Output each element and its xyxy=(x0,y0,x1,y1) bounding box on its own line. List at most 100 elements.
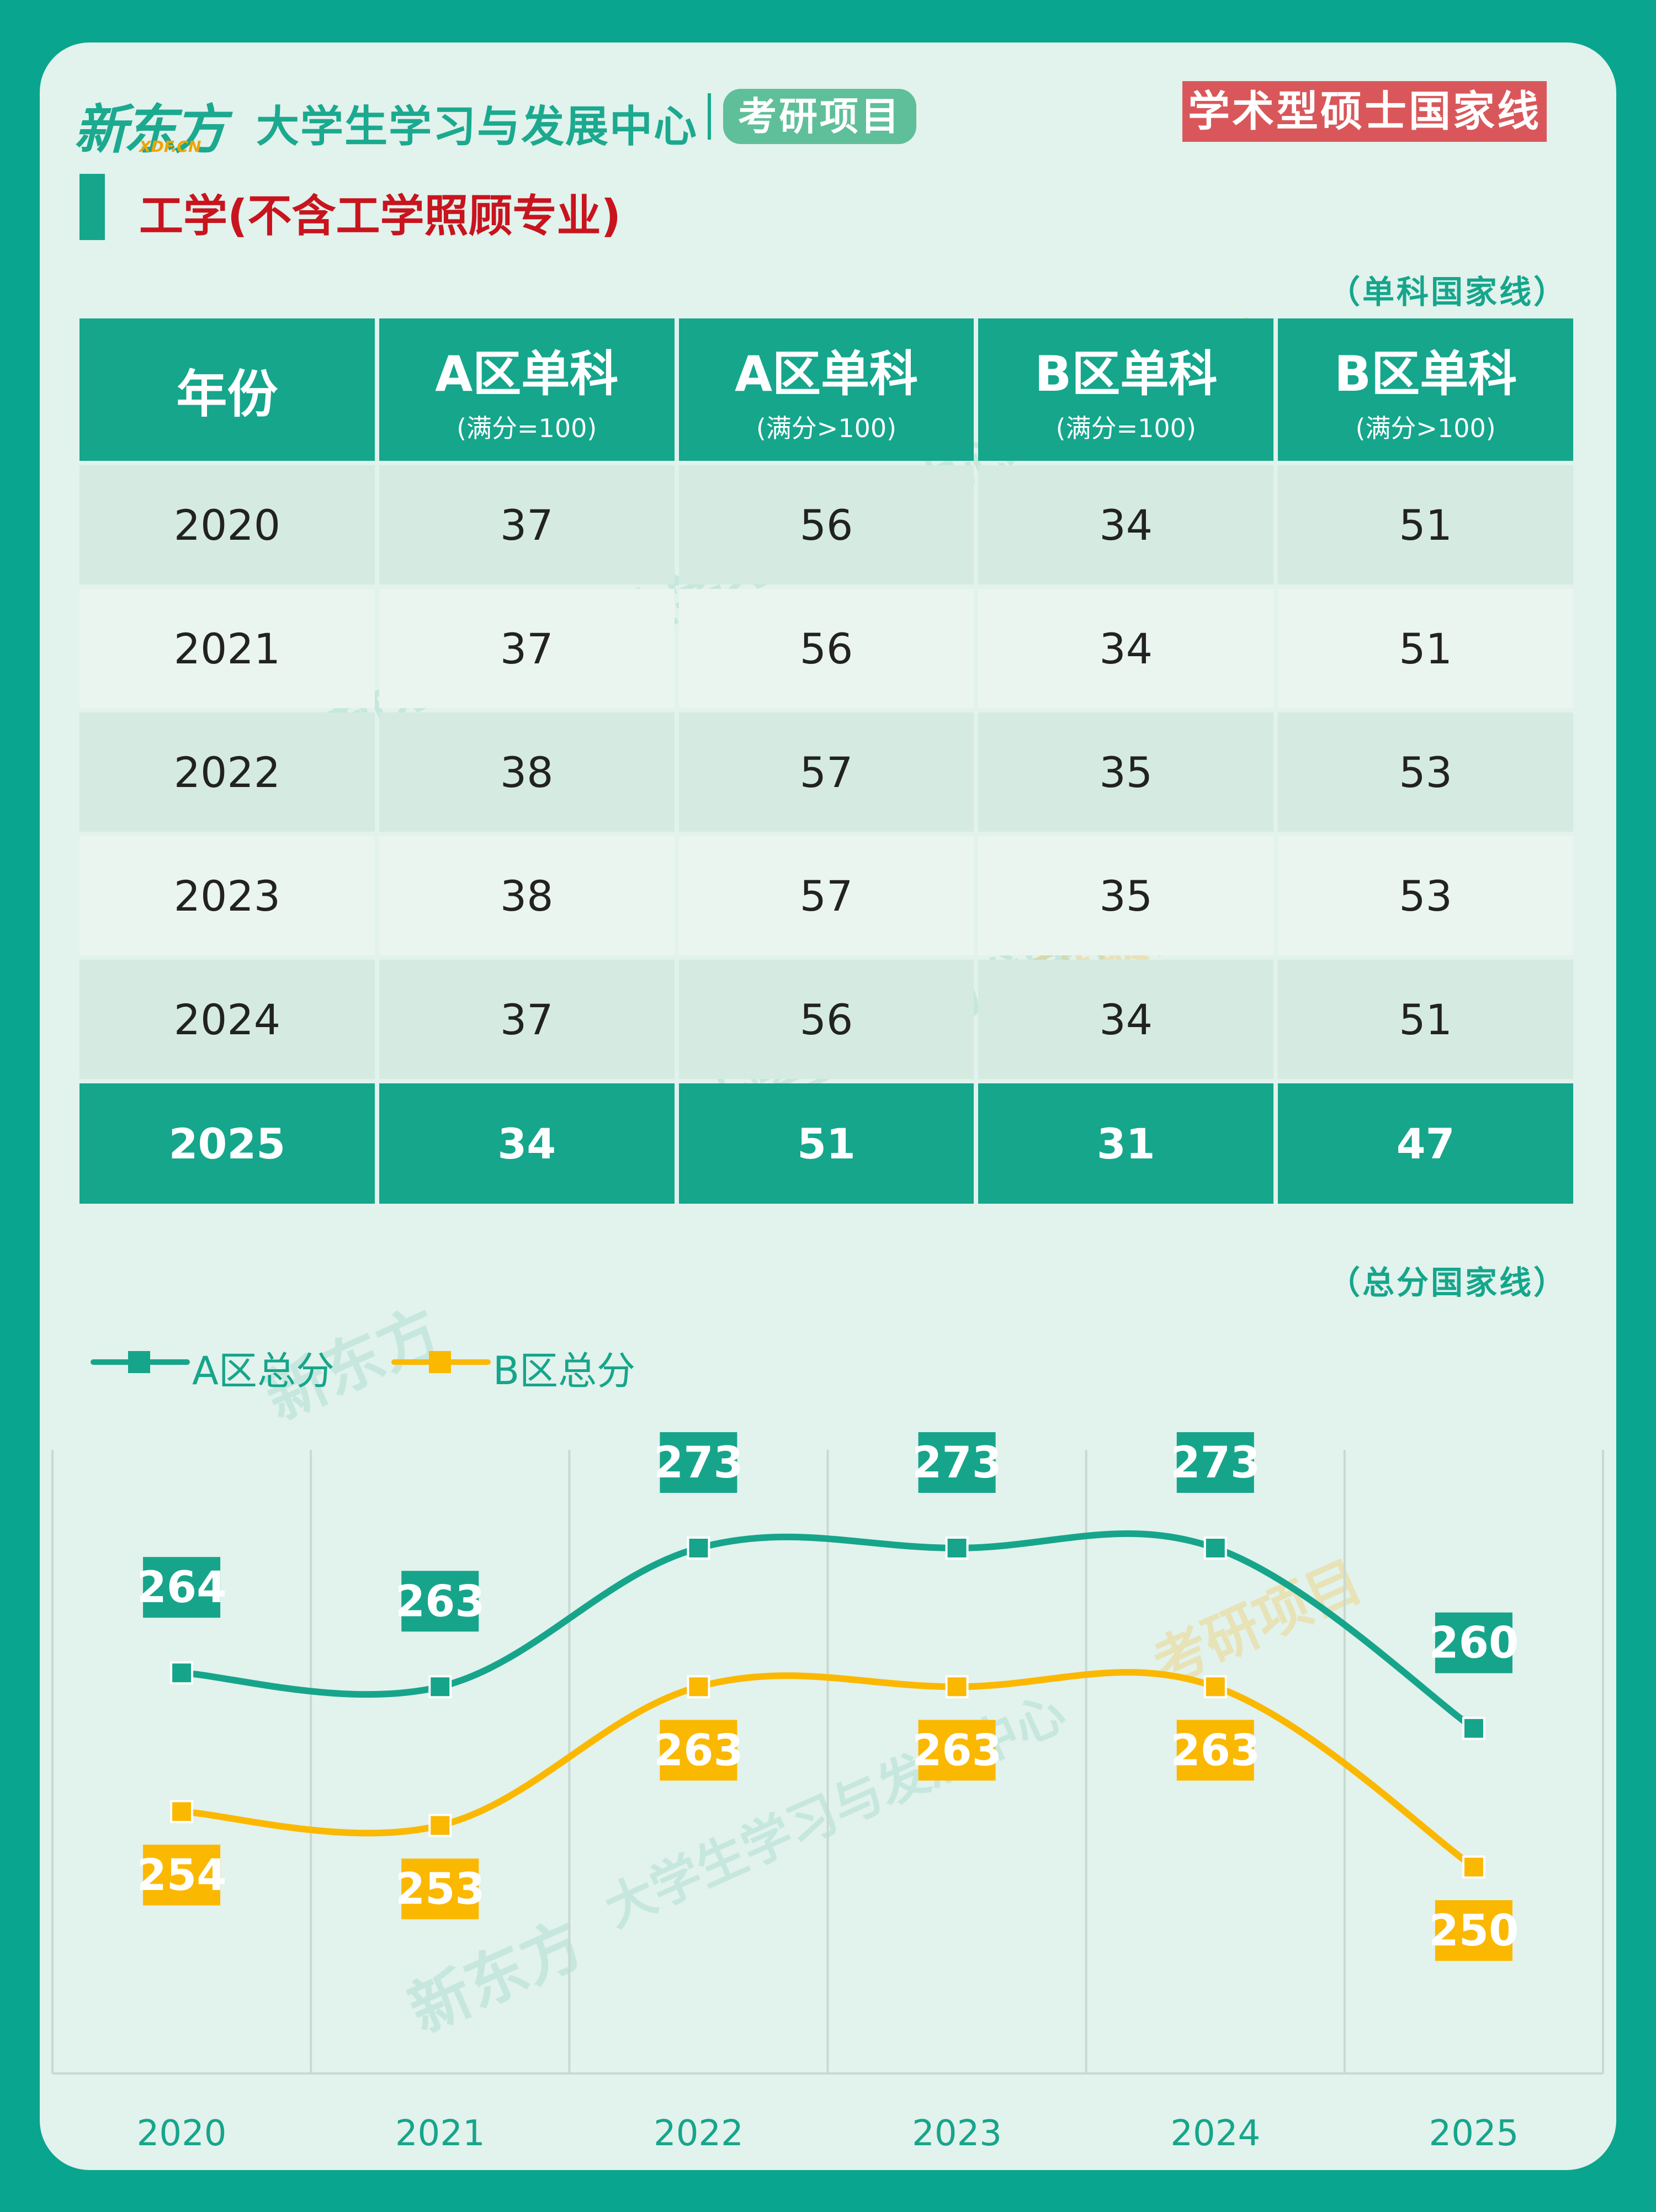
data-label: 250 xyxy=(1429,1906,1519,1956)
table-row-highlight: 2025 34 51 31 47 xyxy=(79,1083,1573,1204)
table-cell: 56 xyxy=(678,960,974,1079)
table-cell: 37 xyxy=(379,960,675,1079)
data-label-box xyxy=(918,1720,996,1781)
data-label: 263 xyxy=(912,1726,1002,1775)
data-point xyxy=(428,1814,452,1837)
table-header-cell: 年份 xyxy=(79,318,375,461)
data-label-box xyxy=(401,1858,479,1919)
table-cell: 34 xyxy=(978,589,1274,708)
table-cell: 37 xyxy=(379,589,675,708)
table-cell: 2022 xyxy=(79,712,375,832)
data-label: 260 xyxy=(1429,1619,1519,1668)
table-cell: 34 xyxy=(379,1083,675,1204)
header-main: 年份 xyxy=(176,364,278,424)
data-point xyxy=(945,1675,969,1699)
header-main: B区单科 xyxy=(1034,345,1218,402)
data-label-box xyxy=(660,1432,737,1493)
data-label-box xyxy=(1176,1432,1254,1493)
data-point xyxy=(170,1661,194,1685)
table-cell: 31 xyxy=(978,1083,1274,1204)
header-sub: (满分=100) xyxy=(457,413,597,443)
legend-label-a: A区总分 xyxy=(192,1348,335,1394)
data-label-box xyxy=(660,1720,737,1781)
table-cell: 35 xyxy=(978,712,1274,832)
header-main: A区单科 xyxy=(435,345,619,402)
table-header-cell: A区单科 (满分=100) xyxy=(379,318,675,461)
table-cell: 2025 xyxy=(79,1083,375,1204)
series-line-a xyxy=(178,1530,1477,1732)
table-cell: 2021 xyxy=(79,589,375,708)
header-main: B区单科 xyxy=(1334,345,1517,402)
table-cell: 53 xyxy=(1278,836,1573,955)
section-title: 工学(不含工学照顾专业) xyxy=(139,190,622,242)
data-label-box xyxy=(1435,1612,1512,1673)
data-point xyxy=(1203,1675,1227,1699)
table-header-row: 年份 A区单科 (满分=100) A区单科 (满分>100) B区单科 (满分=… xyxy=(79,318,1573,461)
table-cell: 56 xyxy=(678,465,974,584)
table-row: 2023 38 57 35 53 xyxy=(79,836,1573,955)
table-cell: 53 xyxy=(1278,712,1573,832)
table-cell: 2020 xyxy=(79,465,375,584)
table-header-cell: B区单科 (满分>100) xyxy=(1278,318,1573,461)
data-point xyxy=(687,1675,710,1699)
title-accent-bar xyxy=(79,174,105,240)
score-table: 年份 A区单科 (满分=100) A区单科 (满分>100) B区单科 (满分=… xyxy=(79,318,1573,1208)
table-cell: 51 xyxy=(678,1083,974,1204)
data-label: 273 xyxy=(1170,1438,1260,1488)
table-cell: 57 xyxy=(678,712,974,832)
data-label: 273 xyxy=(654,1438,744,1488)
x-tick-label: 2021 xyxy=(395,2113,485,2154)
chart-note: （总分国家线） xyxy=(1328,1264,1568,1301)
x-tick-label: 2020 xyxy=(137,2113,227,2154)
line-chart: 2020 2021 2022 2023 2024 2025 264 263 273 273 273 2… xyxy=(51,1432,1604,2154)
data-point xyxy=(170,1800,194,1823)
legend-label-b: B区总分 xyxy=(493,1348,636,1394)
data-label: 273 xyxy=(912,1438,1002,1488)
project-tag: 考研项目 xyxy=(723,89,916,144)
x-tick-label: 2025 xyxy=(1429,2113,1519,2154)
header-sub: (满分=100) xyxy=(1055,413,1196,443)
table-cell: 34 xyxy=(978,465,1274,584)
data-label-box xyxy=(143,1844,221,1906)
data-point xyxy=(1203,1536,1227,1560)
card: 新东方 大学生学习与发展中心 考研项目 大学生学习与发展中心 考研项目 新东方 … xyxy=(40,42,1616,2170)
data-label: 263 xyxy=(654,1726,744,1775)
table-cell: 51 xyxy=(1278,465,1573,584)
data-label: 264 xyxy=(137,1563,227,1613)
header-main: A区单科 xyxy=(734,345,919,402)
header-sub: (满分>100) xyxy=(756,413,897,443)
data-label: 253 xyxy=(395,1865,485,1915)
data-label-box xyxy=(918,1432,996,1493)
table-row: 2022 38 57 35 53 xyxy=(79,712,1573,832)
data-label: 254 xyxy=(137,1851,227,1900)
center-name: 大学生学习与发展中心 xyxy=(256,102,698,152)
table-cell: 38 xyxy=(379,836,675,955)
table-cell: 34 xyxy=(978,960,1274,1079)
header-divider xyxy=(708,93,711,140)
data-label-box xyxy=(401,1571,479,1632)
table-cell: 37 xyxy=(379,465,675,584)
data-point xyxy=(428,1675,452,1699)
data-label: 263 xyxy=(1170,1726,1260,1775)
table-header-cell: B区单科 (满分=100) xyxy=(978,318,1274,461)
x-tick-label: 2023 xyxy=(912,2113,1002,2154)
data-label-box xyxy=(143,1557,221,1618)
table-row: 2024 37 56 34 51 xyxy=(79,960,1573,1079)
table-row: 2021 37 56 34 51 xyxy=(79,589,1573,708)
table-cell: 47 xyxy=(1278,1083,1573,1204)
data-point xyxy=(1462,1716,1485,1740)
type-badge: 学术型硕士国家线 xyxy=(1182,81,1547,142)
table-cell: 51 xyxy=(1278,960,1573,1079)
table-cell: 35 xyxy=(978,836,1274,955)
table-header-cell: A区单科 (满分>100) xyxy=(678,318,974,461)
data-label-box xyxy=(1176,1720,1254,1781)
data-point xyxy=(945,1536,969,1560)
table-cell: 2023 xyxy=(79,836,375,955)
x-tick-label: 2024 xyxy=(1170,2113,1260,2154)
data-point xyxy=(1462,1855,1485,1879)
x-tick-label: 2022 xyxy=(654,2113,744,2154)
table-cell: 38 xyxy=(379,712,675,832)
table-cell: 57 xyxy=(678,836,974,955)
table-cell: 51 xyxy=(1278,589,1573,708)
header-sub: (满分>100) xyxy=(1355,413,1496,443)
